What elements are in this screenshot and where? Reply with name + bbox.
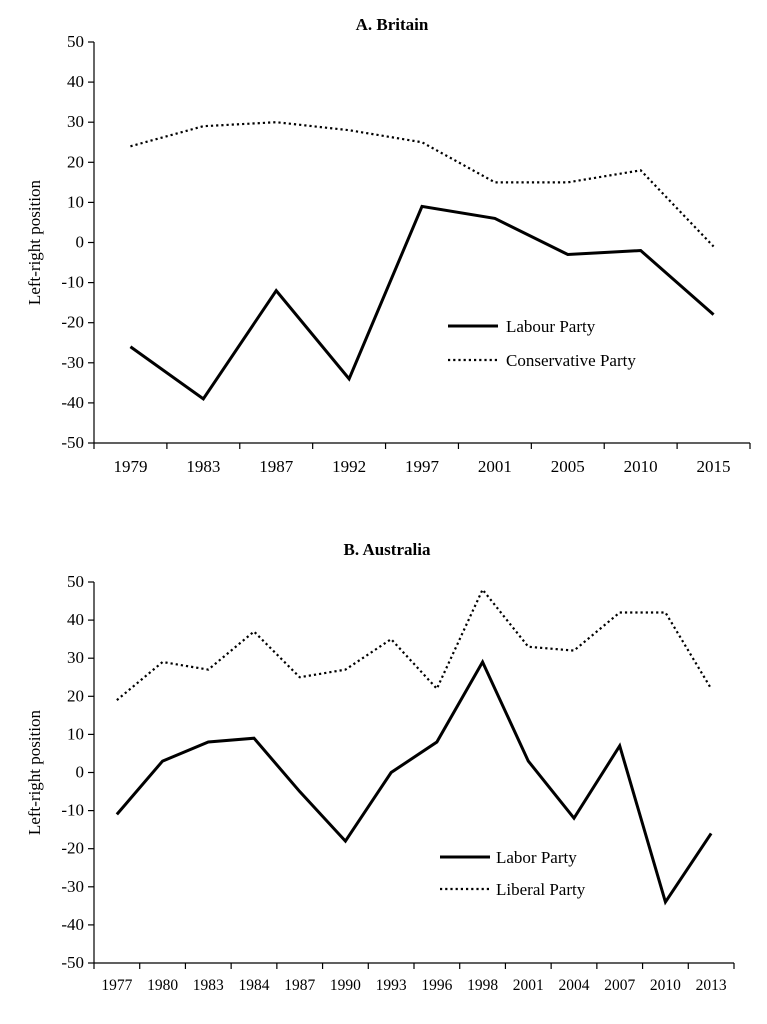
y-axis-label-britain: Left-right position (25, 179, 44, 305)
y-tick-label: 30 (67, 648, 84, 667)
x-tick-label: 1987 (284, 977, 315, 994)
y-tick-label: 50 (67, 32, 84, 51)
x-tick-label: 1979 (113, 457, 147, 476)
y-tick-label: 50 (67, 572, 84, 591)
y-tick-label: 20 (67, 686, 84, 705)
y-tick-label: 40 (67, 610, 84, 629)
x-tick-label: 1996 (421, 977, 452, 994)
x-tick-label: 2007 (604, 977, 635, 994)
y-tick-label: -10 (61, 801, 84, 820)
x-tick-label: 2010 (624, 457, 658, 476)
x-tick-label: 1997 (405, 457, 440, 476)
x-tick-label: 1998 (467, 977, 498, 994)
y-tick-label: -50 (61, 433, 84, 452)
chart-title-britain: A. Britain (356, 15, 429, 34)
y-tick-label: 0 (76, 763, 85, 782)
x-tick-label: 2005 (551, 457, 585, 476)
y-tick-label: -40 (61, 915, 84, 934)
x-tick-label: 1993 (376, 977, 407, 994)
y-tick-label: -50 (61, 953, 84, 972)
y-tick-label: 0 (76, 233, 85, 252)
series-line-liberal-party (116, 587, 713, 701)
y-tick-label: 10 (67, 724, 84, 743)
y-tick-label: -30 (61, 877, 84, 896)
x-tick-label: 1983 (186, 457, 220, 476)
y-tick-label: 40 (67, 72, 84, 91)
legend-label-liberal-party: Liberal Party (496, 880, 586, 899)
legend-label-labor-party: Labor Party (496, 848, 577, 867)
x-tick-label: 2010 (650, 977, 681, 994)
y-tick-label: 10 (67, 192, 84, 211)
series-line-conservative-party (130, 121, 715, 248)
x-tick-label: 1990 (330, 977, 361, 994)
x-tick-label: 1983 (193, 977, 224, 994)
x-tick-label: 1992 (332, 457, 366, 476)
x-tick-label: 2001 (478, 457, 512, 476)
x-tick-label: 2001 (513, 977, 544, 994)
x-tick-label: 2015 (697, 457, 731, 476)
x-tick-label: 1984 (239, 977, 270, 994)
y-axis-label-australia: Left-right position (25, 709, 44, 835)
y-tick-label: 20 (67, 152, 84, 171)
y-tick-label: -20 (61, 839, 84, 858)
y-tick-label: -20 (61, 313, 84, 332)
y-tick-label: -40 (61, 393, 84, 412)
x-tick-label: 1977 (101, 977, 132, 994)
y-tick-label: -10 (61, 273, 84, 292)
y-tick-label: 30 (67, 112, 84, 131)
y-tick-label: -30 (61, 353, 84, 372)
legend-label-labour-party: Labour Party (506, 317, 596, 336)
x-tick-label: 1987 (259, 457, 294, 476)
legend-label-conservative-party: Conservative Party (506, 351, 636, 370)
x-tick-label: 2013 (696, 977, 727, 994)
series-line-labor-party (115, 658, 713, 906)
x-tick-label: 1980 (147, 977, 178, 994)
x-tick-label: 2004 (559, 977, 590, 994)
chart-title-australia: B. Australia (344, 540, 431, 559)
series-line-labour-party (129, 204, 715, 402)
